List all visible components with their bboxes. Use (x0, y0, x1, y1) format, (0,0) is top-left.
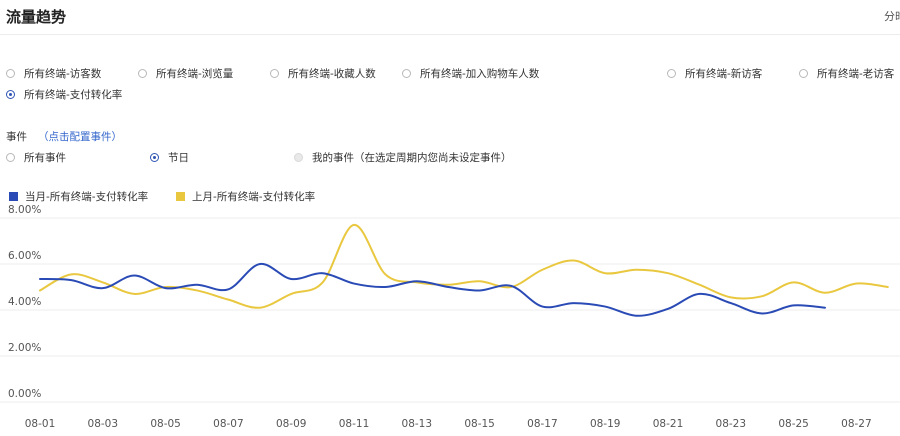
grid-layer (0, 217, 900, 403)
legend-previous-month[interactable]: 上月-所有终端-支付转化率 (176, 189, 315, 204)
radio-unchecked-icon[interactable] (402, 69, 411, 78)
metric-option-label: 所有终端-收藏人数 (288, 68, 376, 80)
radio-unchecked-icon[interactable] (667, 69, 676, 78)
metric-option-add-to-cart[interactable]: 所有终端-加入购物车人数 (402, 66, 539, 81)
panel-header: 流量趋势 分时 (0, 0, 900, 35)
x-tick-label: 08-21 (653, 418, 684, 430)
y-tick-label: 2.00% (8, 342, 41, 354)
metric-option-returning-visitors[interactable]: 所有终端-老访客 (799, 66, 894, 81)
legend-swatch-blue (9, 192, 18, 201)
radio-checked-icon[interactable] (6, 90, 15, 99)
event-option-label: 节日 (168, 152, 189, 164)
x-axis: 08-01 08-03 08-05 08-07 08-09 08-11 08-13 08-15… (25, 418, 872, 430)
series-line-yellow (39, 223, 889, 309)
legend-label: 当月-所有终端-支付转化率 (25, 191, 149, 203)
metric-option-label: 所有终端-加入购物车人数 (420, 68, 540, 80)
legend-label: 上月-所有终端-支付转化率 (192, 191, 316, 203)
radio-unchecked-icon[interactable] (270, 69, 279, 78)
events-label: 事件 (6, 131, 27, 143)
radio-unchecked-icon[interactable] (138, 69, 147, 78)
metric-option-visitors[interactable]: 所有终端-访客数 (6, 66, 101, 81)
radio-unchecked-icon[interactable] (6, 153, 15, 162)
radio-unchecked-icon[interactable] (6, 69, 15, 78)
x-tick-label: 08-11 (339, 418, 370, 430)
x-tick-label: 08-17 (527, 418, 558, 430)
event-option-label: 所有事件 (24, 152, 66, 164)
x-tick-label: 08-25 (778, 418, 809, 430)
x-tick-label: 08-19 (590, 418, 621, 430)
metric-option-label: 所有终端-浏览量 (156, 68, 234, 80)
event-option-label: 我的事件（在选定周期内您尚未设定事件） (312, 152, 512, 164)
legend-swatch-yellow (176, 192, 185, 201)
x-tick-label: 08-01 (25, 418, 56, 430)
y-tick-label: 8.00% (8, 204, 41, 216)
time-mode-toggle[interactable]: 分时 (884, 10, 900, 23)
event-option-holiday[interactable]: 节日 (150, 150, 189, 165)
y-axis: 8.00% 6.00% 4.00% 2.00% 0.00% (8, 204, 41, 400)
x-tick-label: 08-27 (841, 418, 872, 430)
metric-option-label: 所有终端-访客数 (24, 68, 102, 80)
series-layer (39, 223, 889, 317)
x-tick-label: 08-13 (402, 418, 433, 430)
metric-option-label: 所有终端-老访客 (817, 68, 895, 80)
legend-current-month[interactable]: 当月-所有终端-支付转化率 (9, 189, 148, 204)
metric-option-favorites[interactable]: 所有终端-收藏人数 (270, 66, 376, 81)
x-tick-label: 08-23 (716, 418, 747, 430)
metric-option-pageviews[interactable]: 所有终端-浏览量 (138, 66, 233, 81)
x-tick-label: 08-15 (464, 418, 495, 430)
metric-option-new-visitors[interactable]: 所有终端-新访客 (667, 66, 762, 81)
event-option-all[interactable]: 所有事件 (6, 150, 66, 165)
metric-option-label: 所有终端-支付转化率 (24, 89, 123, 101)
panel-title: 流量趋势 (6, 8, 67, 26)
metric-option-payment-conversion[interactable]: 所有终端-支付转化率 (6, 87, 122, 102)
series-line-blue (39, 262, 826, 317)
y-tick-label: 4.00% (8, 296, 41, 308)
radio-unchecked-icon[interactable] (799, 69, 808, 78)
x-tick-label: 08-05 (150, 418, 181, 430)
radio-checked-icon[interactable] (150, 153, 159, 162)
x-tick-label: 08-07 (213, 418, 244, 430)
radio-disabled-icon (294, 153, 303, 162)
x-tick-label: 08-09 (276, 418, 307, 430)
x-tick-label: 08-03 (88, 418, 119, 430)
y-tick-label: 0.00% (8, 388, 41, 400)
configure-events-link[interactable]: （点击配置事件） (38, 131, 122, 143)
event-option-my-events: 我的事件（在选定周期内您尚未设定事件） (294, 150, 512, 165)
y-tick-label: 6.00% (8, 250, 41, 262)
metric-option-label: 所有终端-新访客 (685, 68, 763, 80)
